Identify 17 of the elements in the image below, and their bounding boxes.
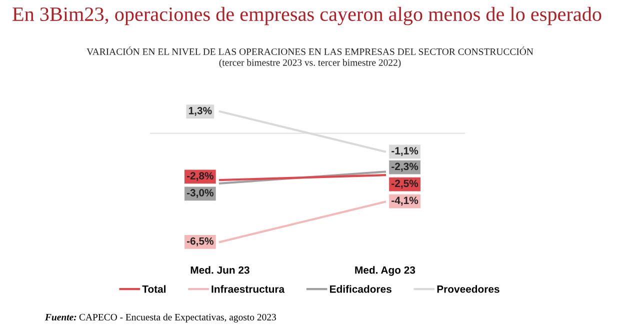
legend-label: Total [142, 285, 166, 293]
legend-label: Infraestructura [212, 285, 285, 293]
data-label: -2,3% [392, 162, 418, 172]
data-label: -1,1% [392, 147, 418, 156]
data-label: 1,3% [188, 106, 212, 116]
data-label: -3,0% [186, 189, 214, 198]
chart-title: En 3Bim23, operaciones de empresas cayeron algo menos de lo esperado [12, 6, 602, 26]
data-label: -6,5% [186, 237, 214, 246]
source-note: Fuente: CAPECO - Encuesta de Expectativas, agosto 2023 [44, 314, 276, 322]
x-tick-label: Med. Jun 23 [190, 266, 250, 274]
data-label: -2,5% [392, 180, 418, 189]
chart-subtitle: VARIACIÓN EN EL NIVEL DE LAS OPERACIONES EN LAS EMPRESAS DEL SECTOR CONSTRUCCIÓN (tercer bimestre 2023 vs. tercer bimestre 2022) [86, 46, 534, 68]
x-tick-label: Med. Ago 23 [355, 266, 416, 276]
legend-label: Edificadores [330, 285, 392, 293]
legend-label: Proveedores [437, 285, 500, 293]
data-label: -2,8% [186, 172, 214, 181]
data-label: -4,1% [392, 196, 418, 206]
